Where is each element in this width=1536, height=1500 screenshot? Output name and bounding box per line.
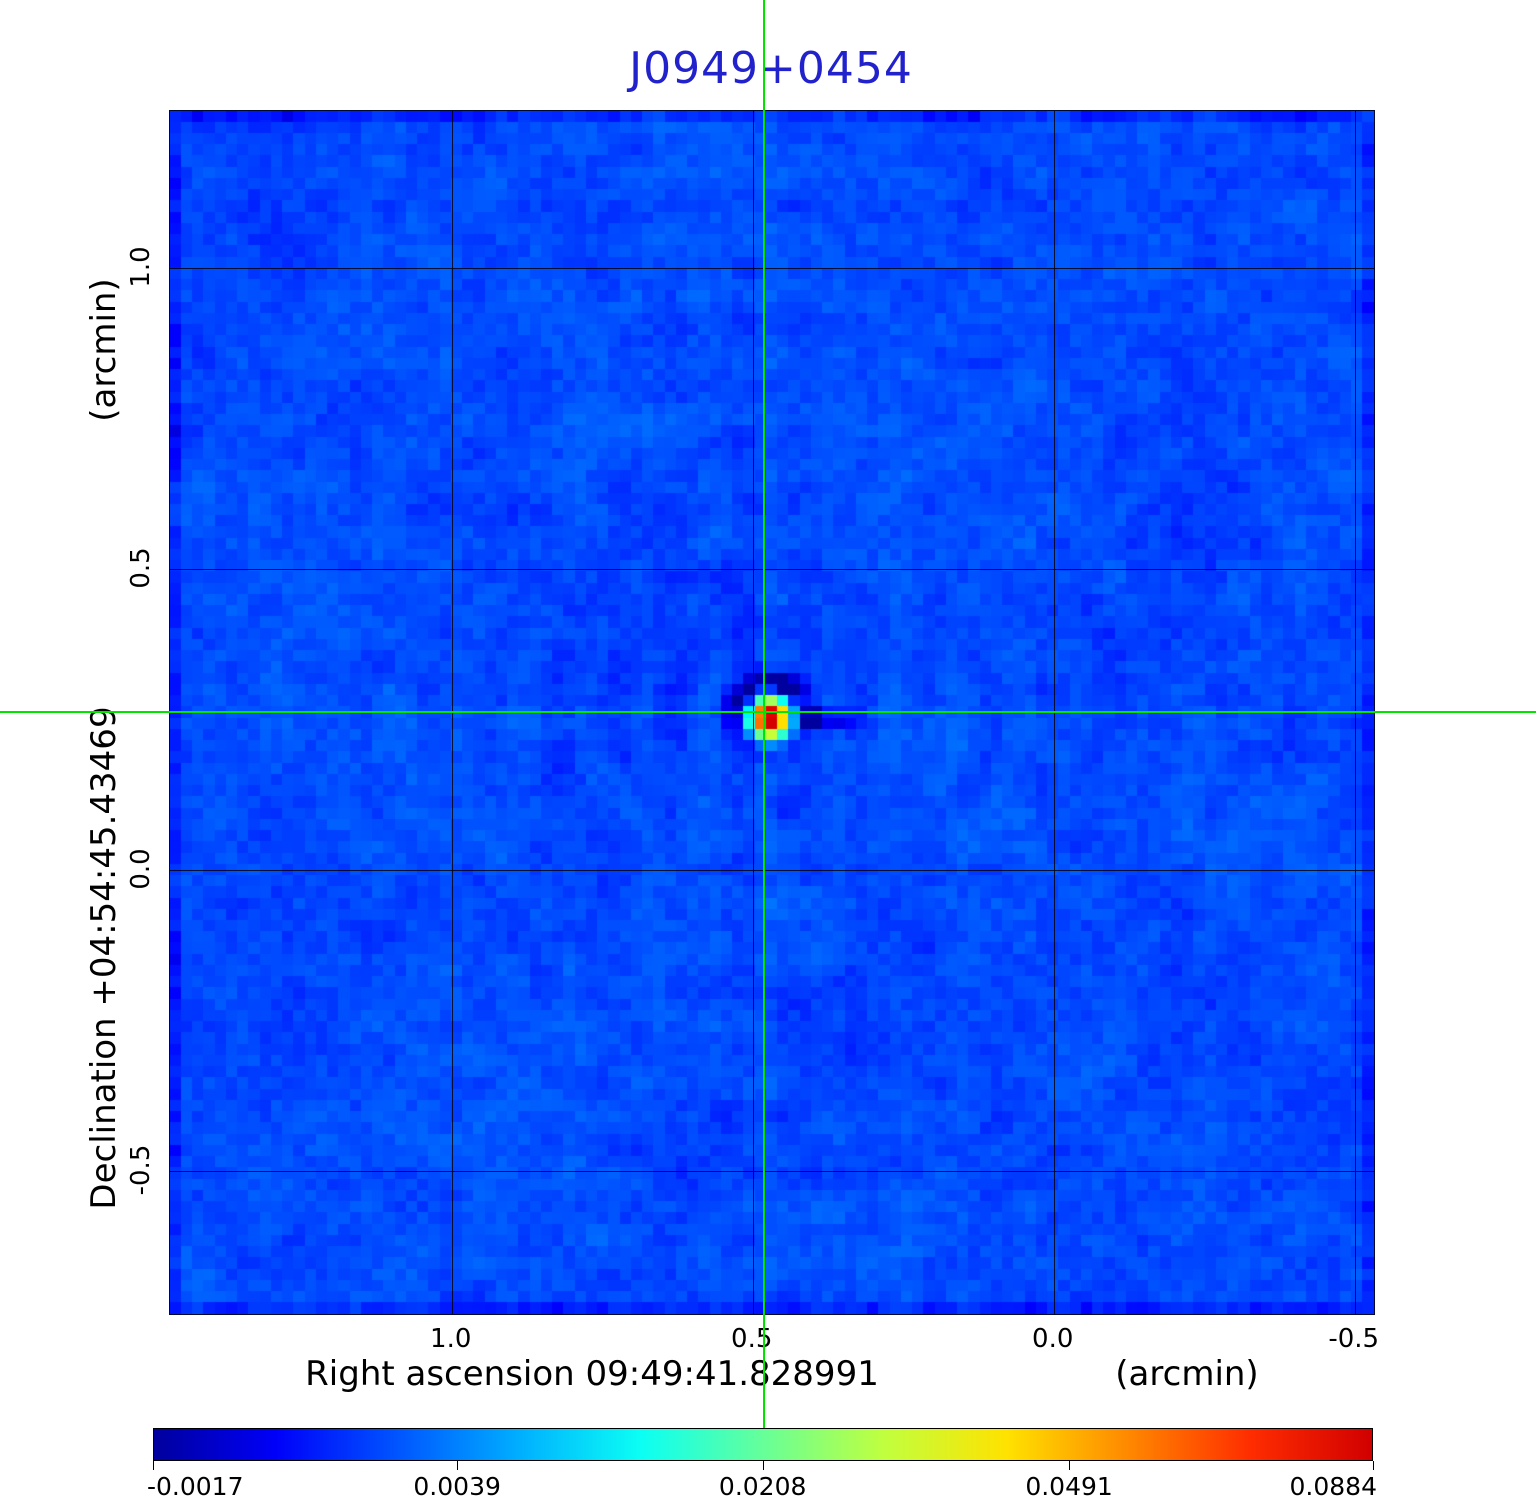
crosshair-horizontal-line	[0, 710, 1536, 713]
colorbar-label-0.0039: 0.0039	[413, 1472, 501, 1500]
y-tick-label-0.5: 0.5	[126, 547, 156, 589]
colorbar-label--0.0017: -0.0017	[147, 1472, 244, 1500]
colorbar-tick--0.0017	[153, 1461, 154, 1470]
colorbar-tick-0.0884	[1373, 1461, 1374, 1470]
crosshair-vertical-line	[762, 0, 765, 1428]
grid-line-y--0.5	[170, 1170, 1374, 1172]
colorbar-tick-0.0208	[762, 1461, 764, 1470]
x-tick-label-0.5: 0.5	[731, 1324, 773, 1354]
colorbar-gradient	[153, 1428, 1373, 1461]
grid-line-y-0.0	[170, 869, 1374, 871]
x-tick-label-1.0: 1.0	[430, 1324, 472, 1354]
y-axis-label: Declination +04:54:45.43469	[84, 706, 124, 1210]
plot-title: J0949+0454	[629, 43, 913, 94]
grid-line-y-1.0	[170, 268, 1374, 270]
grid-line-y-0.5	[170, 568, 1374, 570]
x-axis-label: Right ascension 09:49:41.828991	[305, 1354, 879, 1394]
x-axis-unit-label: (arcmin)	[1115, 1354, 1259, 1394]
y-tick-label-0.0: 0.0	[126, 848, 156, 890]
y-tick-label-1.0: 1.0	[126, 246, 156, 288]
x-tick-label--0.5: -0.5	[1328, 1324, 1380, 1354]
colorbar-label-0.0884: 0.0884	[1289, 1472, 1377, 1500]
x-tick-label-0.0: 0.0	[1032, 1324, 1074, 1354]
colorbar-tick-0.0491	[1069, 1461, 1071, 1470]
y-axis-unit-label: (arcmin)	[84, 278, 124, 422]
colorbar-label-0.0208: 0.0208	[718, 1472, 807, 1500]
colorbar-tick-0.0039	[457, 1461, 459, 1470]
colorbar-label-0.0491: 0.0491	[1025, 1472, 1113, 1500]
y-tick-label--0.5: -0.5	[126, 1144, 156, 1196]
colorbar: -0.0017 0.0039 0.0208 0.0491 0.0884	[147, 1428, 1377, 1500]
